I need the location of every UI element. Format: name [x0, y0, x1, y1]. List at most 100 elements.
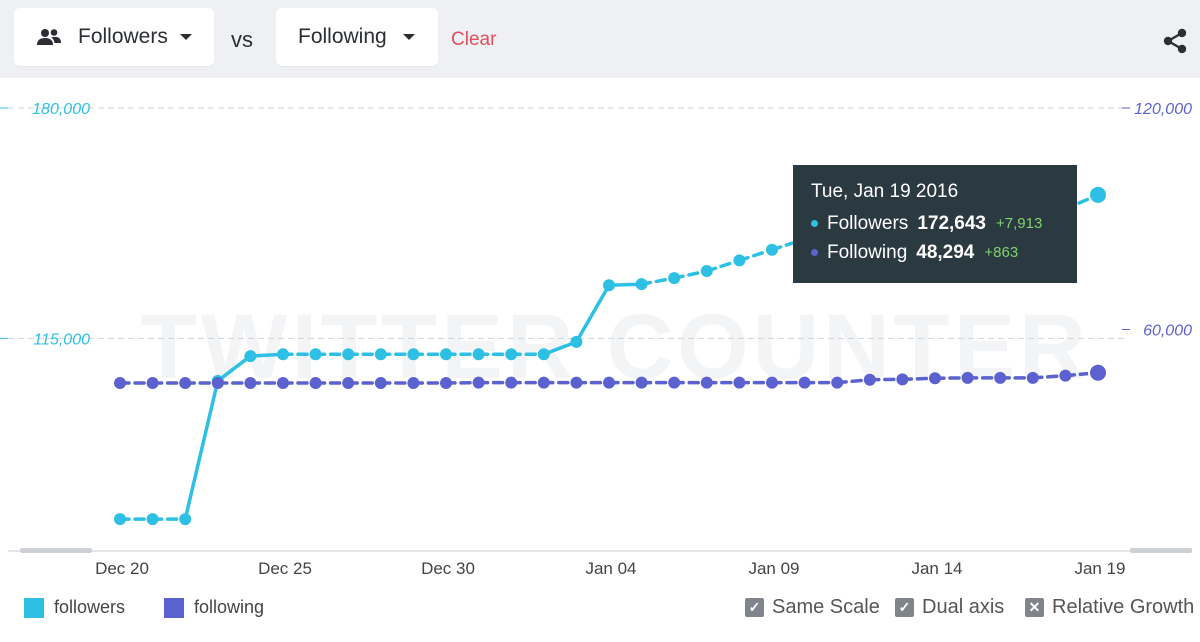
- legend-item-following[interactable]: following: [164, 597, 264, 618]
- y-tick-label-left: 115,000: [33, 331, 90, 348]
- clear-button[interactable]: Clear: [451, 29, 497, 50]
- following-point: [407, 377, 420, 390]
- following-point: [342, 377, 355, 390]
- followers-point: [700, 265, 713, 278]
- followers-point: [309, 348, 322, 361]
- following-point: [277, 377, 289, 390]
- followers-point: [472, 348, 485, 361]
- metric1-label: Followers: [78, 25, 168, 48]
- close-icon: ✕: [1025, 598, 1044, 617]
- followers-point: [570, 335, 583, 348]
- following-point: [994, 371, 1007, 384]
- x-tick-label: Jan 09: [748, 559, 799, 578]
- following-point: [1088, 362, 1108, 383]
- following-point: [146, 377, 159, 390]
- followers-point: [277, 348, 289, 361]
- x-tick-label: Dec 20: [95, 559, 149, 578]
- followers-point: [179, 513, 192, 526]
- following-point: [863, 373, 876, 386]
- option-label: Dual axis: [922, 596, 1005, 618]
- option-label: Relative Growth: [1052, 596, 1195, 618]
- y-tick-label-right: 120,000: [1134, 101, 1192, 118]
- following-point: [114, 377, 126, 390]
- line-chart: TWITTER COUNTER 180,000115,000120,00060,…: [0, 101, 1192, 578]
- legend-swatch: [24, 597, 44, 618]
- followers-point: [342, 348, 355, 361]
- tooltip-label: Following: [827, 241, 908, 263]
- following-point: [896, 373, 909, 386]
- followers-dot-icon: [811, 220, 818, 227]
- dual-axis-checkbox[interactable]: ✓ Dual axis: [895, 596, 1004, 619]
- checkmark-icon: ✓: [895, 598, 914, 617]
- metric2-label: Following: [298, 25, 387, 48]
- followers-point: [733, 254, 746, 267]
- following-point: [472, 376, 485, 389]
- following-point: [635, 376, 648, 389]
- tooltip-date: Tue, Jan 19 2016: [811, 181, 959, 202]
- following-point: [244, 377, 257, 390]
- following-point: [440, 377, 452, 390]
- followers-point: [668, 272, 681, 285]
- following-point: [537, 376, 550, 389]
- metric1-dropdown[interactable]: Followers: [14, 8, 214, 66]
- vs-label: vs: [231, 27, 253, 52]
- following-point: [603, 376, 615, 389]
- tooltip-label: Followers: [827, 212, 909, 234]
- following-point: [798, 376, 811, 389]
- followers-point: [440, 348, 452, 361]
- tooltip-delta: +7,913: [996, 215, 1043, 232]
- followers-point: [766, 243, 778, 256]
- legend-swatch: [164, 597, 184, 618]
- following-point: [505, 376, 518, 389]
- following-point: [668, 376, 681, 389]
- metric2-dropdown[interactable]: Following: [276, 8, 438, 66]
- y-tick-label-left: 180,000: [32, 101, 90, 118]
- checkmark-icon: ✓: [745, 598, 764, 617]
- followers-point: [407, 348, 420, 361]
- followers-point: [603, 279, 615, 292]
- following-point: [179, 377, 192, 390]
- following-point: [1059, 369, 1072, 382]
- followers-point: [244, 350, 257, 363]
- legend-label: following: [194, 597, 265, 617]
- following-point: [929, 372, 941, 385]
- following-point: [309, 377, 322, 390]
- scroll-handle-right: [1130, 548, 1192, 553]
- share-icon[interactable]: [1162, 28, 1188, 54]
- x-tick-label: Jan 14: [911, 559, 962, 578]
- following-point: [1026, 371, 1039, 384]
- option-label: Same Scale: [772, 596, 880, 618]
- followers-point: [374, 348, 387, 361]
- same-scale-checkbox[interactable]: ✓ Same Scale: [745, 596, 880, 619]
- following-point: [211, 377, 224, 390]
- users-icon: [36, 28, 62, 46]
- following-point: [766, 376, 778, 389]
- followers-point: [537, 348, 550, 361]
- followers-point: [635, 278, 648, 291]
- x-tick-label: Dec 30: [421, 559, 475, 578]
- chevron-down-icon: [179, 34, 192, 40]
- x-tick-label: Jan 04: [585, 559, 636, 578]
- tooltip-row-followers: Followers 172,643 +7,913: [811, 209, 1077, 238]
- following-point: [374, 377, 387, 390]
- followers-segment: [574, 283, 611, 344]
- followers-point: [146, 513, 159, 526]
- following-point: [733, 376, 746, 389]
- followers-point: [114, 513, 126, 526]
- following-point: [570, 376, 583, 389]
- y-tick-label-right: 60,000: [1143, 323, 1192, 340]
- followers-segment: [216, 354, 253, 383]
- followers-point: [1088, 184, 1108, 205]
- following-dot-icon: [811, 249, 818, 256]
- following-point: [961, 371, 974, 384]
- tooltip: Tue, Jan 19 2016 Followers 172,643 +7,91…: [793, 165, 1077, 283]
- legend-item-followers[interactable]: followers: [24, 597, 125, 618]
- x-tick-label: Dec 25: [258, 559, 312, 578]
- relative-growth-checkbox[interactable]: ✕ Relative Growth: [1025, 596, 1194, 619]
- tooltip-row-following: Following 48,294 +863: [811, 238, 1077, 267]
- tooltip-value: 48,294: [916, 241, 975, 263]
- scroll-handle-left: [20, 548, 92, 553]
- tooltip-delta: +863: [984, 244, 1019, 261]
- tooltip-value: 172,643: [917, 212, 986, 234]
- legend-label: followers: [54, 597, 126, 617]
